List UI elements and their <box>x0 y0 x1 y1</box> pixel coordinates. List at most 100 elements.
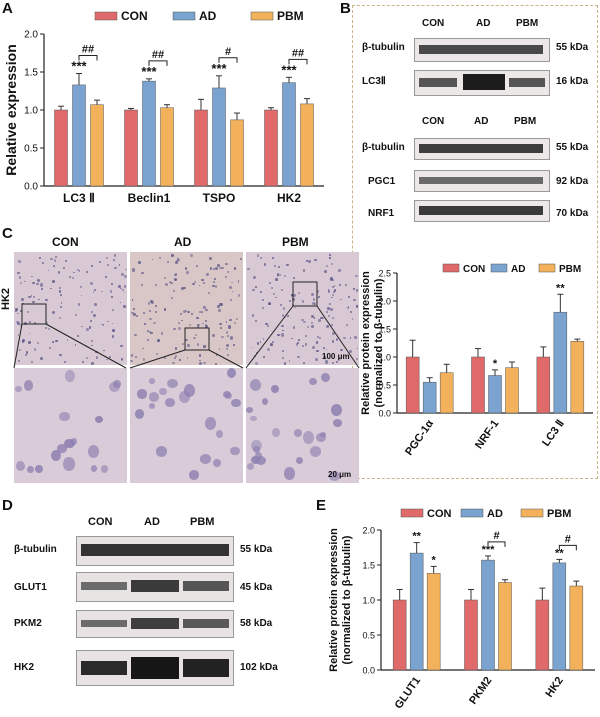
x-category-label: NRF-1 <box>473 418 501 451</box>
cell-nucleus <box>136 315 139 318</box>
cell-nucleus <box>103 349 105 352</box>
cell-nucleus <box>251 314 255 318</box>
cell-nucleus <box>173 278 177 282</box>
cell-nucleus <box>356 347 359 349</box>
cell-nucleus <box>328 470 341 482</box>
panel-label-c: C <box>2 225 13 242</box>
cell-nucleus <box>18 260 22 264</box>
cell-nucleus <box>122 305 126 309</box>
cell-nucleus <box>231 281 233 284</box>
blot-d: CON AD PBM β-tubulin 55 kDa GLUT1 45 kDa… <box>14 512 314 707</box>
bar-pbm <box>569 585 584 671</box>
cell-nucleus <box>278 266 280 268</box>
cell-nucleus <box>225 321 227 323</box>
cell-nucleus <box>348 350 352 353</box>
cell-nucleus <box>18 276 22 280</box>
cell-nucleus <box>124 285 127 288</box>
cell-nucleus <box>201 278 205 281</box>
legend-swatch-ad <box>490 263 508 273</box>
x-category-label: PGC-1α <box>403 418 436 458</box>
bar-con <box>536 356 551 414</box>
cell-nucleus <box>247 463 255 471</box>
cell-nucleus <box>333 291 336 294</box>
cell-nucleus <box>331 278 335 282</box>
cell-nucleus <box>279 303 283 307</box>
y-tick-label: 0.0 <box>362 666 375 676</box>
cell-nucleus <box>225 262 228 266</box>
significance-stars: *** <box>482 544 496 556</box>
cell-nucleus <box>198 361 202 365</box>
blot-band <box>81 661 127 675</box>
cell-nucleus <box>198 284 201 287</box>
cell-nucleus <box>295 457 304 465</box>
cell-nucleus <box>316 433 327 442</box>
blot-band <box>131 657 179 679</box>
cell-nucleus <box>45 321 48 325</box>
significance-stars: ** <box>555 547 564 559</box>
cell-nucleus <box>94 303 98 306</box>
cell-nucleus <box>28 332 31 335</box>
cell-nucleus <box>284 467 295 480</box>
cell-nucleus <box>121 358 124 361</box>
bar-pbm <box>439 372 454 414</box>
blot-d-kda: 55 kDa <box>240 544 273 555</box>
cell-nucleus <box>44 327 47 330</box>
cell-nucleus <box>215 354 218 356</box>
cell-nucleus <box>32 296 35 299</box>
bar-ad <box>142 80 156 187</box>
cell-nucleus <box>24 280 27 283</box>
cell-nucleus <box>196 265 198 267</box>
cell-nucleus <box>107 320 109 323</box>
bar-pbm <box>300 103 314 187</box>
x-category-label: LC3 Ⅱ <box>540 418 567 449</box>
cell-nucleus <box>132 307 136 311</box>
cell-nucleus <box>179 359 181 362</box>
blot-b2-lane-frame <box>414 200 550 222</box>
cell-nucleus <box>113 258 116 261</box>
cell-nucleus <box>327 290 331 293</box>
legend-swatch-con <box>442 263 460 273</box>
cell-nucleus <box>59 290 62 293</box>
cell-nucleus <box>216 263 220 267</box>
blot-b1-header-ad: AD <box>476 18 491 29</box>
cell-nucleus <box>141 347 144 350</box>
cell-nucleus <box>310 321 314 325</box>
comparison-bracket <box>78 55 98 61</box>
cell-nucleus <box>156 353 159 356</box>
cell-nucleus <box>233 321 236 324</box>
micrograph-pbm-high <box>246 368 359 483</box>
blot-d-lane-frame <box>76 610 234 638</box>
cell-nucleus <box>328 256 332 259</box>
blot-b2-header-ad: AD <box>474 116 489 127</box>
cell-nucleus <box>166 260 169 263</box>
cell-nucleus <box>176 259 179 263</box>
cell-nucleus <box>220 326 222 329</box>
cell-nucleus <box>78 269 81 272</box>
cell-nucleus <box>137 389 147 399</box>
bar-ad <box>488 375 502 414</box>
y-tick-label: 0.5 <box>362 631 375 641</box>
x-category-label: GLUT1 <box>393 675 424 711</box>
cell-nucleus <box>163 308 166 311</box>
legend-swatch-pbm <box>520 508 544 518</box>
cell-nucleus <box>325 264 329 268</box>
panel-label-b: B <box>340 0 351 17</box>
cell-nucleus <box>229 336 233 340</box>
cell-nucleus <box>31 361 34 364</box>
significance-hashes: ## <box>152 49 164 61</box>
cell-nucleus <box>236 317 239 320</box>
cell-nucleus <box>111 282 114 285</box>
cell-nucleus <box>332 317 334 319</box>
cell-nucleus <box>100 290 103 293</box>
cell-nucleus <box>350 311 353 314</box>
cell-nucleus <box>48 347 51 350</box>
x-category-label: Beclin1 <box>128 191 171 205</box>
blot-d-row-label: HK2 <box>14 662 35 673</box>
cell-nucleus <box>81 360 85 364</box>
cell-nucleus <box>259 290 262 293</box>
bar-con <box>194 109 208 187</box>
cell-nucleus <box>85 270 88 273</box>
cell-nucleus <box>311 346 315 349</box>
cell-nucleus <box>89 319 93 323</box>
cell-nucleus <box>186 310 190 314</box>
